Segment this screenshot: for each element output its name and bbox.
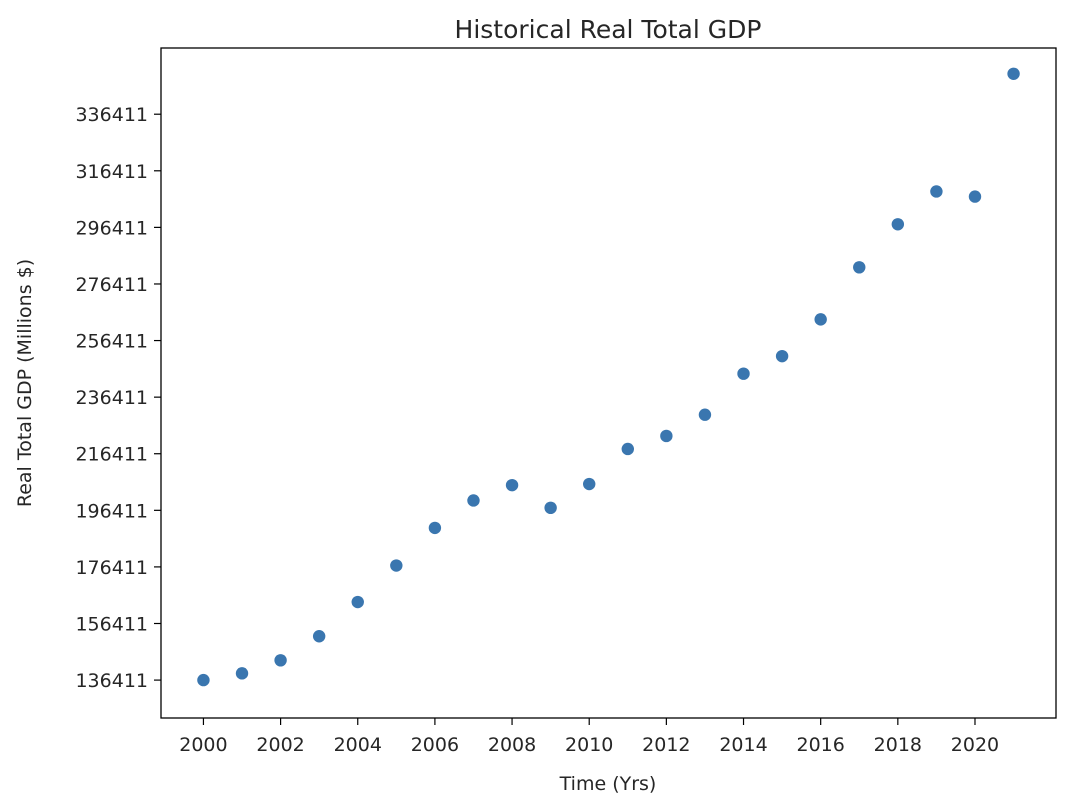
x-tick-label: 2016 — [796, 734, 844, 756]
x-tick-label: 2002 — [256, 734, 304, 756]
x-tick-label: 2010 — [565, 734, 613, 756]
x-tick-label: 2004 — [334, 734, 382, 756]
y-tick-label: 156411 — [75, 613, 148, 635]
y-axis: 136411 156411 176411 196411 216411 236411 2564… — [75, 104, 161, 692]
data-point — [197, 673, 210, 687]
x-tick-label: 2008 — [488, 734, 536, 756]
x-axis: 2000 2002 2004 2006 2008 2010 2012 2014 2016 2018… — [179, 718, 999, 756]
y-tick-label: 256411 — [75, 331, 148, 353]
y-tick-label: 336411 — [75, 104, 148, 126]
data-point — [660, 429, 673, 443]
y-axis-label: Real Total GDP (Millions $) — [14, 259, 36, 507]
y-tick-label: 176411 — [75, 557, 148, 579]
data-point — [891, 218, 905, 231]
y-tick-label: 136411 — [75, 670, 148, 692]
data-point — [390, 559, 403, 572]
y-tick-label: 196411 — [75, 500, 148, 522]
x-tick-label: 2014 — [719, 734, 767, 756]
data-point — [1007, 67, 1020, 80]
data-point — [968, 190, 982, 203]
x-tick-label: 2012 — [642, 734, 690, 756]
data-point — [428, 521, 442, 535]
data-point — [351, 595, 364, 609]
y-tick-label: 276411 — [75, 274, 148, 296]
data-point — [467, 494, 480, 507]
x-axis-label: Time (Yrs) — [559, 773, 657, 795]
x-tick-label: 2000 — [179, 734, 227, 756]
data-point — [583, 477, 596, 491]
data-point — [698, 408, 712, 421]
y-tick-label: 316411 — [75, 161, 148, 183]
y-tick-label: 236411 — [75, 387, 148, 409]
data-point — [505, 478, 519, 492]
plot-frame — [160, 47, 1057, 719]
y-tick-label: 296411 — [75, 217, 148, 239]
data-point — [621, 442, 634, 456]
data-point — [312, 630, 326, 643]
data-points — [197, 67, 1020, 687]
data-point — [853, 261, 866, 274]
data-point — [814, 313, 827, 326]
data-point — [235, 667, 249, 680]
x-tick-label: 2006 — [411, 734, 459, 756]
data-point — [274, 654, 287, 667]
y-tick-label: 216411 — [75, 444, 148, 466]
data-point — [930, 185, 943, 198]
x-tick-label: 2018 — [874, 734, 922, 756]
data-point — [544, 501, 557, 515]
x-tick-label: 2020 — [951, 734, 999, 756]
data-point — [775, 349, 789, 363]
data-point — [737, 367, 750, 380]
chart-title: Historical Real Total GDP — [455, 15, 762, 44]
